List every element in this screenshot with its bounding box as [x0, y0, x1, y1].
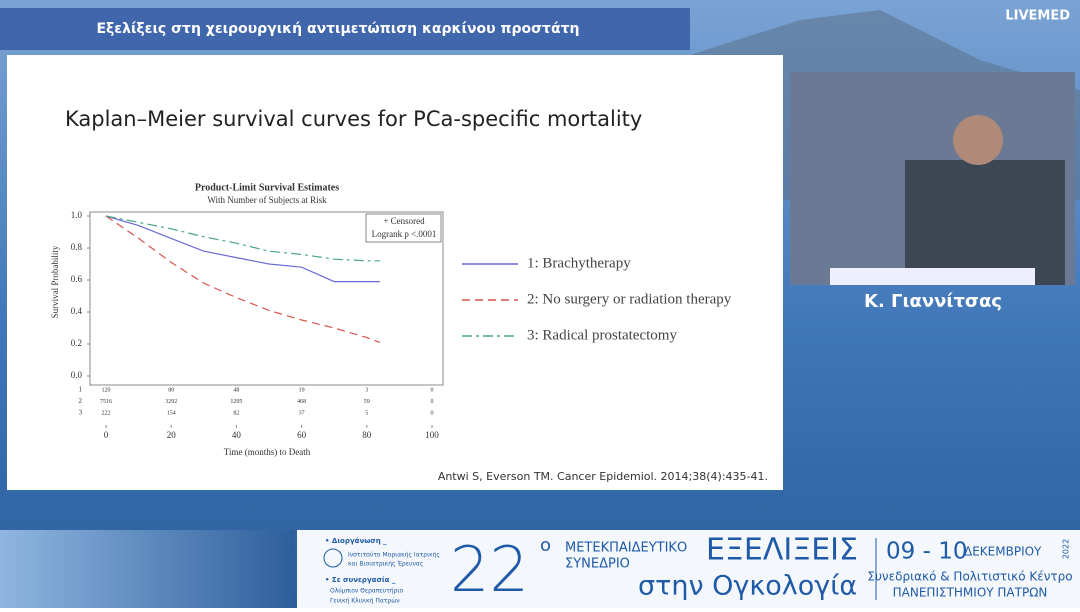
event-type: ΣΥΝΕΔΡΙΟ: [565, 557, 630, 572]
x-tick-label: 60: [297, 430, 307, 440]
plot-frame: [89, 211, 444, 386]
edition: 22: [450, 533, 529, 606]
speaker-name: Κ. Γιαννίτσας: [864, 291, 1002, 312]
risk-group: 1: [79, 386, 83, 394]
venue: Συνεδριακό & Πολιτιστικό Κέντρο: [867, 570, 1072, 584]
risk-count: 222: [102, 410, 111, 416]
brand: LIVEMED: [1005, 9, 1070, 24]
legend-label: 1: Brachytherapy: [527, 255, 631, 271]
dates: 09 - 10: [886, 539, 967, 565]
slide: [7, 55, 783, 490]
citation: Antwi S, Everson TM. Cancer Epidemiol. 2…: [438, 470, 768, 483]
survival-curve: [105, 215, 380, 262]
event-title: ΕΞΕΛΙΞΕΙΣ: [706, 533, 858, 568]
chart: Product-Limit Survival Estimates With Nu…: [50, 182, 732, 457]
logo: [323, 548, 343, 568]
risk-group: 3: [79, 409, 83, 417]
year: 2022: [1062, 539, 1071, 559]
survival-curve: [105, 215, 380, 283]
edition-sup: ο: [540, 535, 551, 556]
y-tick-label: 0.2: [71, 338, 82, 348]
legend-label: 2: No surgery or radiation therapy: [527, 291, 732, 307]
risk-count: 0: [431, 387, 434, 393]
event-type: ΜΕΤΕΚΠΑΙΔΕΥΤΙΚΟ: [565, 541, 687, 556]
y-tick-label: 1.0: [71, 210, 83, 220]
speaker-head: [953, 115, 1003, 165]
risk-count: 468: [297, 399, 306, 405]
partner-label: • Σε συνεργασία _: [325, 576, 396, 584]
x-tick-label: 20: [167, 430, 177, 440]
risk-count: 19: [299, 387, 305, 393]
y-tick-label: 0.6: [71, 274, 83, 284]
risk-count: 37: [299, 410, 305, 416]
podium: [830, 268, 1035, 285]
annotation-box: [365, 213, 442, 243]
risk-count: 59: [364, 399, 370, 405]
header-bar: [0, 8, 690, 50]
organizer: και Βιοιατρικής Έρευνας: [348, 561, 423, 568]
risk-count: 82: [233, 410, 239, 416]
month: ΔΕΚΕΜΒΡΙΟΥ: [964, 545, 1042, 559]
organizer: Ινστιτούτο Μοριακής Ιατρικής: [348, 552, 440, 559]
y-tick-label: 0.0: [71, 370, 83, 380]
risk-count: 80: [168, 387, 174, 393]
risk-count: 0: [431, 399, 434, 405]
x-axis-label: Time (months) to Death: [224, 447, 311, 457]
event-subtitle: στην Ογκολογία: [638, 571, 857, 602]
partner: Γενική Κλινική Πατρών: [330, 598, 400, 605]
survival-curve: [105, 215, 381, 343]
risk-count: 3292: [165, 399, 177, 405]
risk-count: 48: [233, 387, 239, 393]
risk-count: 1295: [230, 399, 242, 405]
venue: ΠΑΝΕΠΙΣΤΗΜΙΟΥ ΠΑΤΡΩΝ: [893, 586, 1048, 600]
y-axis-label: Survival Probability: [50, 245, 60, 318]
legend-label: 3: Radical prostatectomy: [527, 327, 677, 343]
x-tick-label: 80: [362, 430, 372, 440]
banner: [297, 530, 1080, 608]
x-tick-label: 0: [104, 430, 109, 440]
slide-title: Kaplan–Meier survival curves for PCa-spe…: [65, 107, 642, 131]
risk-count: 0: [431, 410, 434, 416]
x-tick-label: 40: [232, 430, 242, 440]
y-tick-label: 0.4: [71, 306, 83, 316]
header-title: Εξελίξεις στη χειρουργική αντιμετώπιση κ…: [96, 21, 579, 37]
risk-count: 7516: [100, 399, 112, 405]
annotation: + Censored: [383, 216, 425, 226]
y-tick-label: 0.8: [71, 242, 83, 252]
risk-count: 120: [102, 387, 111, 393]
risk-count: 5: [365, 410, 368, 416]
partner: Ολύμπιον Θεραπευτήριο: [330, 588, 403, 595]
annotation: Logrank p <.0001: [372, 229, 437, 239]
risk-count: 3: [365, 387, 368, 393]
organizer-label: • Διοργάνωση _: [325, 537, 387, 545]
banner-image: [0, 530, 295, 608]
risk-group: 2: [79, 397, 83, 405]
chart-title: Product-Limit Survival Estimates: [195, 182, 339, 193]
chart-subtitle: With Number of Subjects at Risk: [207, 195, 327, 205]
speaker-figure: [905, 160, 1065, 285]
risk-count: 154: [167, 410, 176, 416]
x-tick-label: 100: [425, 430, 439, 440]
